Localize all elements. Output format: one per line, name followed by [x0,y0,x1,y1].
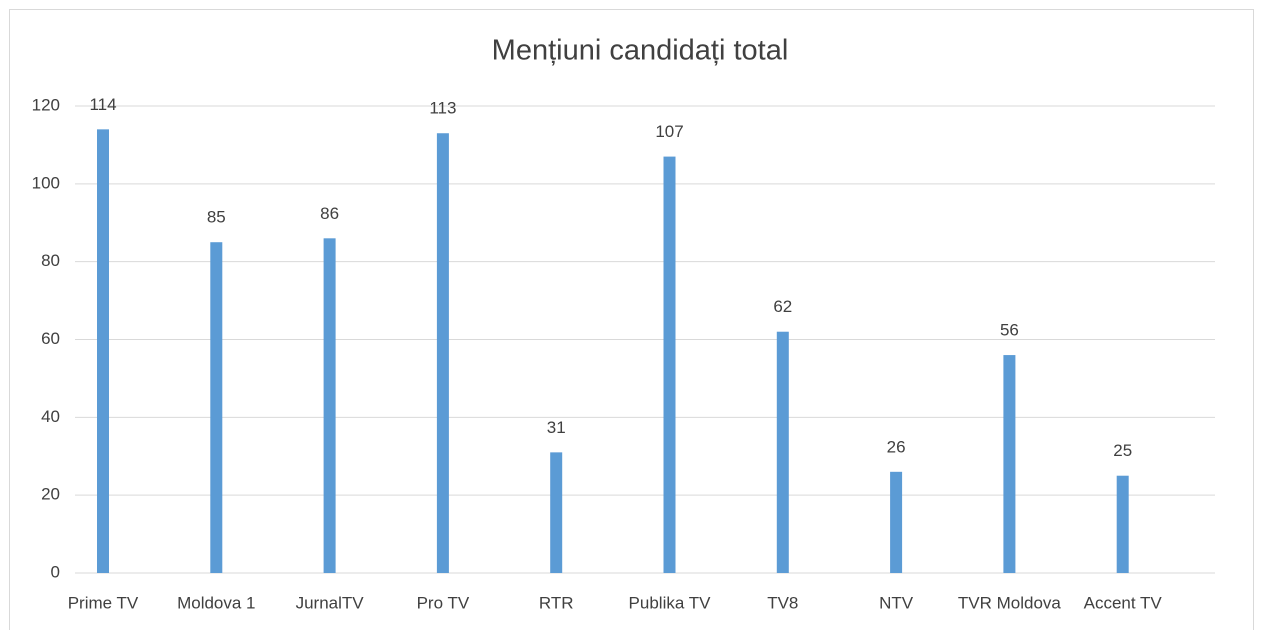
x-tick-label: TV8 [767,593,798,612]
data-label: 26 [887,437,906,456]
y-tick-label: 40 [41,407,60,426]
x-tick-label: Moldova 1 [177,593,255,612]
x-tick-label: RTR [539,593,574,612]
bar [663,156,676,573]
y-tick-label: 60 [41,329,60,348]
bar [210,242,223,574]
data-label: 113 [429,99,456,118]
x-tick-label: Accent TV [1084,593,1163,612]
y-tick-label: 120 [32,95,60,114]
data-label: 56 [1000,321,1019,340]
y-tick-label: 20 [41,485,60,504]
data-label: 86 [320,204,339,223]
y-tick-label: 0 [51,562,60,581]
bar [436,133,449,573]
x-tick-label: NTV [879,593,914,612]
data-label: 31 [547,418,566,437]
x-tick-label: Pro TV [417,593,470,612]
bar [550,452,563,573]
bar [1116,475,1129,573]
chart-title: Mențiuni candidați total [492,35,789,67]
bar [97,129,109,573]
bar [890,471,903,573]
x-tick-label: JurnalTV [296,593,365,612]
data-label: 85 [207,208,226,227]
data-label: 114 [89,95,116,114]
y-tick-label: 80 [41,251,60,270]
data-label: 107 [655,122,683,141]
bar [1003,355,1016,573]
chart-border [9,9,1254,630]
x-tick-label: TVR Moldova [958,593,1062,612]
y-tick-label: 100 [32,173,60,192]
bar [323,238,336,574]
bar [776,331,789,573]
x-tick-label: Publika TV [629,593,712,612]
data-label: 62 [773,297,792,316]
data-label: 25 [1113,441,1132,460]
x-tick-label: Prime TV [68,593,139,612]
